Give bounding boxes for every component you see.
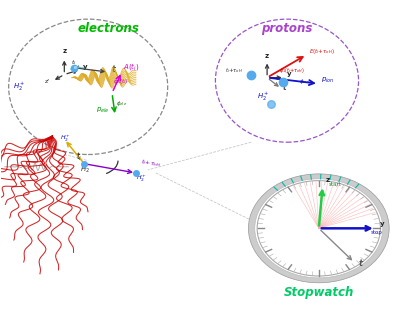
Text: $t_i{+}\tau_{oH}$: $t_i{+}\tau_{oH}$ <box>140 157 162 170</box>
Text: $\phi_{ion}$: $\phi_{ion}$ <box>299 77 310 86</box>
Text: $\phi_{ele}$: $\phi_{ele}$ <box>116 99 127 108</box>
Text: Stopwatch: Stopwatch <box>284 286 354 299</box>
Text: y: y <box>287 71 291 77</box>
Text: protons: protons <box>261 22 313 35</box>
Text: $E(t_i{+}\tau_{oH})$: $E(t_i{+}\tau_{oH})$ <box>309 47 335 56</box>
Text: e: e <box>73 65 77 70</box>
Text: $H_2$: $H_2$ <box>80 164 90 175</box>
Text: $H_2^+$: $H_2^+$ <box>60 134 71 144</box>
Text: $H_2^+$: $H_2^+$ <box>136 174 147 184</box>
Text: $H_2^+$: $H_2^+$ <box>13 81 25 93</box>
Text: z: z <box>326 177 330 183</box>
Text: $\phi_A(t_i)$: $\phi_A(t_i)$ <box>113 77 129 86</box>
Text: z: z <box>265 53 269 59</box>
Text: z': z' <box>45 79 50 84</box>
Text: $t_i{+}\tau_{oH}$: $t_i{+}\tau_{oH}$ <box>225 66 243 75</box>
Text: start: start <box>329 182 342 187</box>
Text: $A(t_i)$: $A(t_i)$ <box>123 61 140 73</box>
Circle shape <box>249 174 389 283</box>
Text: $p_{ele}$: $p_{ele}$ <box>96 105 110 115</box>
Text: stop: stop <box>371 230 382 235</box>
Circle shape <box>257 181 380 276</box>
Text: z: z <box>62 48 66 54</box>
Text: t: t <box>283 83 286 92</box>
Text: y: y <box>379 221 384 227</box>
Text: $\phi_{mol}$: $\phi_{mol}$ <box>75 63 88 72</box>
Text: $t_i$: $t_i$ <box>76 150 83 163</box>
Text: $t_i$: $t_i$ <box>71 58 77 67</box>
Text: y: y <box>83 64 87 70</box>
Text: electrons: electrons <box>77 22 139 35</box>
Text: $H_2^+$: $H_2^+$ <box>257 91 269 103</box>
Text: t: t <box>358 259 362 268</box>
Circle shape <box>255 179 383 278</box>
Text: $p_{ion}$: $p_{ion}$ <box>321 76 334 85</box>
Text: $\phi_1(t_i{+}\tau_{oH})$: $\phi_1(t_i{+}\tau_{oH})$ <box>279 66 305 75</box>
Text: t: t <box>111 65 115 74</box>
